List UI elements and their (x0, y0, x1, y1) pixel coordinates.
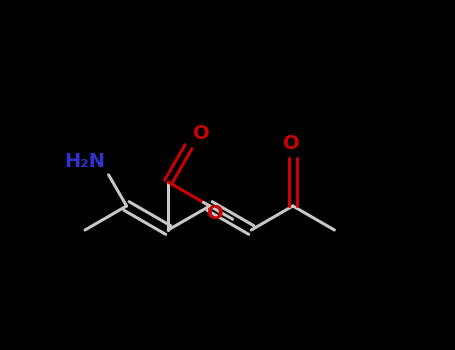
Text: O: O (207, 204, 224, 223)
Text: O: O (283, 134, 299, 153)
Text: H₂N: H₂N (65, 152, 106, 171)
Text: O: O (192, 124, 209, 143)
